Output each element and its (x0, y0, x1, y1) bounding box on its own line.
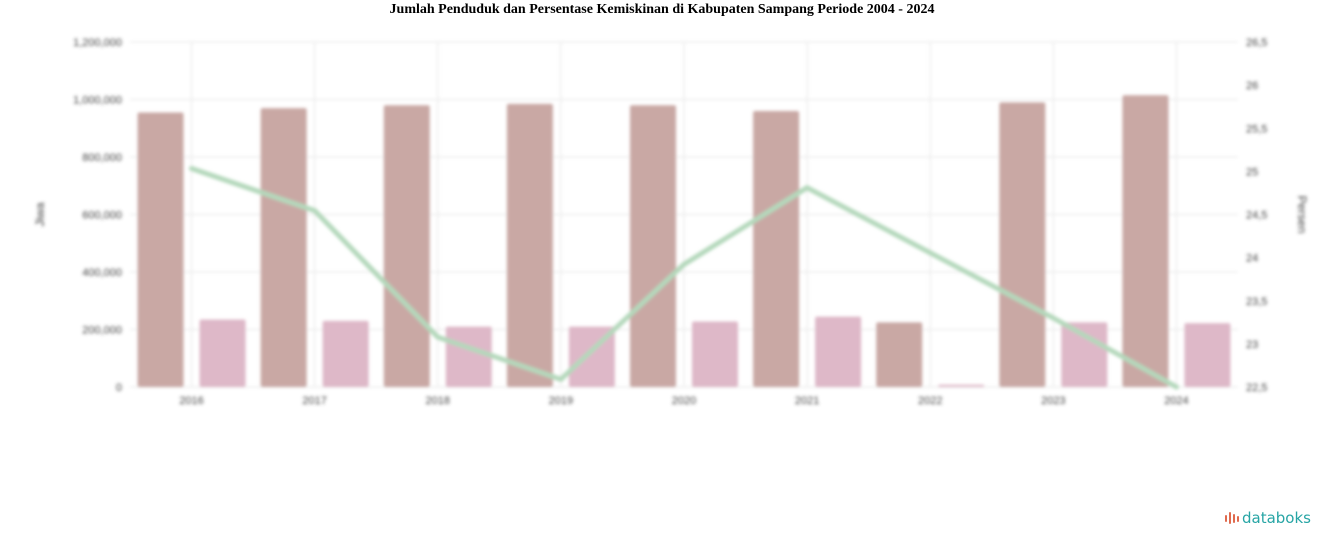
bar-population (260, 108, 307, 387)
line-series (189, 166, 1179, 390)
bar-poverty (445, 326, 492, 387)
y-tick-label: 0 (116, 382, 122, 394)
line-point (558, 376, 564, 382)
y2-tick-label: 23 (1246, 339, 1258, 351)
x-tick-label: 2019 (549, 395, 573, 407)
y-tick-label: 200,000 (82, 325, 122, 337)
brand-name: databoks (1242, 509, 1311, 527)
y2-tick-label: 24 (1246, 253, 1258, 265)
bar-poverty (199, 319, 246, 387)
line-point (804, 185, 810, 191)
y2-tick-label: 22,5 (1246, 382, 1267, 394)
y-tick-label: 800,000 (82, 152, 122, 164)
bar-poverty (815, 316, 862, 387)
bar-poverty (692, 321, 738, 387)
line-point (927, 250, 933, 256)
y2-tick-label: 26 (1246, 80, 1258, 92)
bar-population (876, 322, 923, 387)
bar-population (999, 102, 1046, 387)
y2-tick-label: 25,5 (1246, 123, 1267, 135)
line-point (1173, 384, 1179, 390)
x-tick-label: 2018 (426, 395, 450, 407)
y2-tick-label: 24,5 (1246, 210, 1267, 222)
y-tick-label: 400,000 (82, 267, 122, 279)
gridlines (130, 41, 1238, 388)
x-tick-label: 2020 (672, 395, 696, 407)
x-tick-label: 2022 (918, 395, 942, 407)
line-point (435, 334, 441, 340)
x-tick-label: 2016 (179, 395, 203, 407)
y2-tick-label: 26,5 (1246, 37, 1267, 49)
y-tick-label: 1,000,000 (73, 95, 122, 107)
bar-population (506, 103, 553, 387)
databoks-logo: databoks (1224, 509, 1311, 527)
bar-population (137, 112, 184, 387)
bar-population (383, 105, 430, 387)
y2-tick-label: 25 (1246, 166, 1258, 178)
x-tick-label: 2017 (302, 395, 326, 407)
chart-title: Jumlah Penduduk dan Persentase Kemiskina… (389, 2, 935, 17)
bars (137, 95, 1231, 387)
bar-poverty (1061, 322, 1108, 387)
bar-population (753, 111, 800, 387)
bar-poverty (1184, 323, 1231, 387)
x-tick-label: 2021 (795, 395, 819, 407)
x-tick-label: 2023 (1041, 395, 1065, 407)
line-point (312, 208, 318, 214)
y-tick-label: 1,200,000 (73, 37, 122, 49)
y-axis-label: Jiwa (33, 202, 47, 226)
x-tick-label: 2024 (1164, 395, 1188, 407)
y2-axis-label: Persen (1295, 195, 1309, 233)
bar-population (630, 105, 676, 387)
bar-population (1122, 95, 1169, 387)
bar-poverty (938, 384, 985, 387)
y2-tick-label: 23,5 (1246, 296, 1267, 308)
line-point (1050, 315, 1056, 321)
y-tick-label: 600,000 (82, 210, 122, 222)
axes: 0 200,000 400,000 600,000 800,000 1,000,000 1,… (33, 37, 1309, 407)
line-point (189, 166, 195, 171)
line-point (681, 261, 687, 267)
databoks-logo-icon (1225, 512, 1239, 524)
bar-poverty (322, 320, 369, 387)
